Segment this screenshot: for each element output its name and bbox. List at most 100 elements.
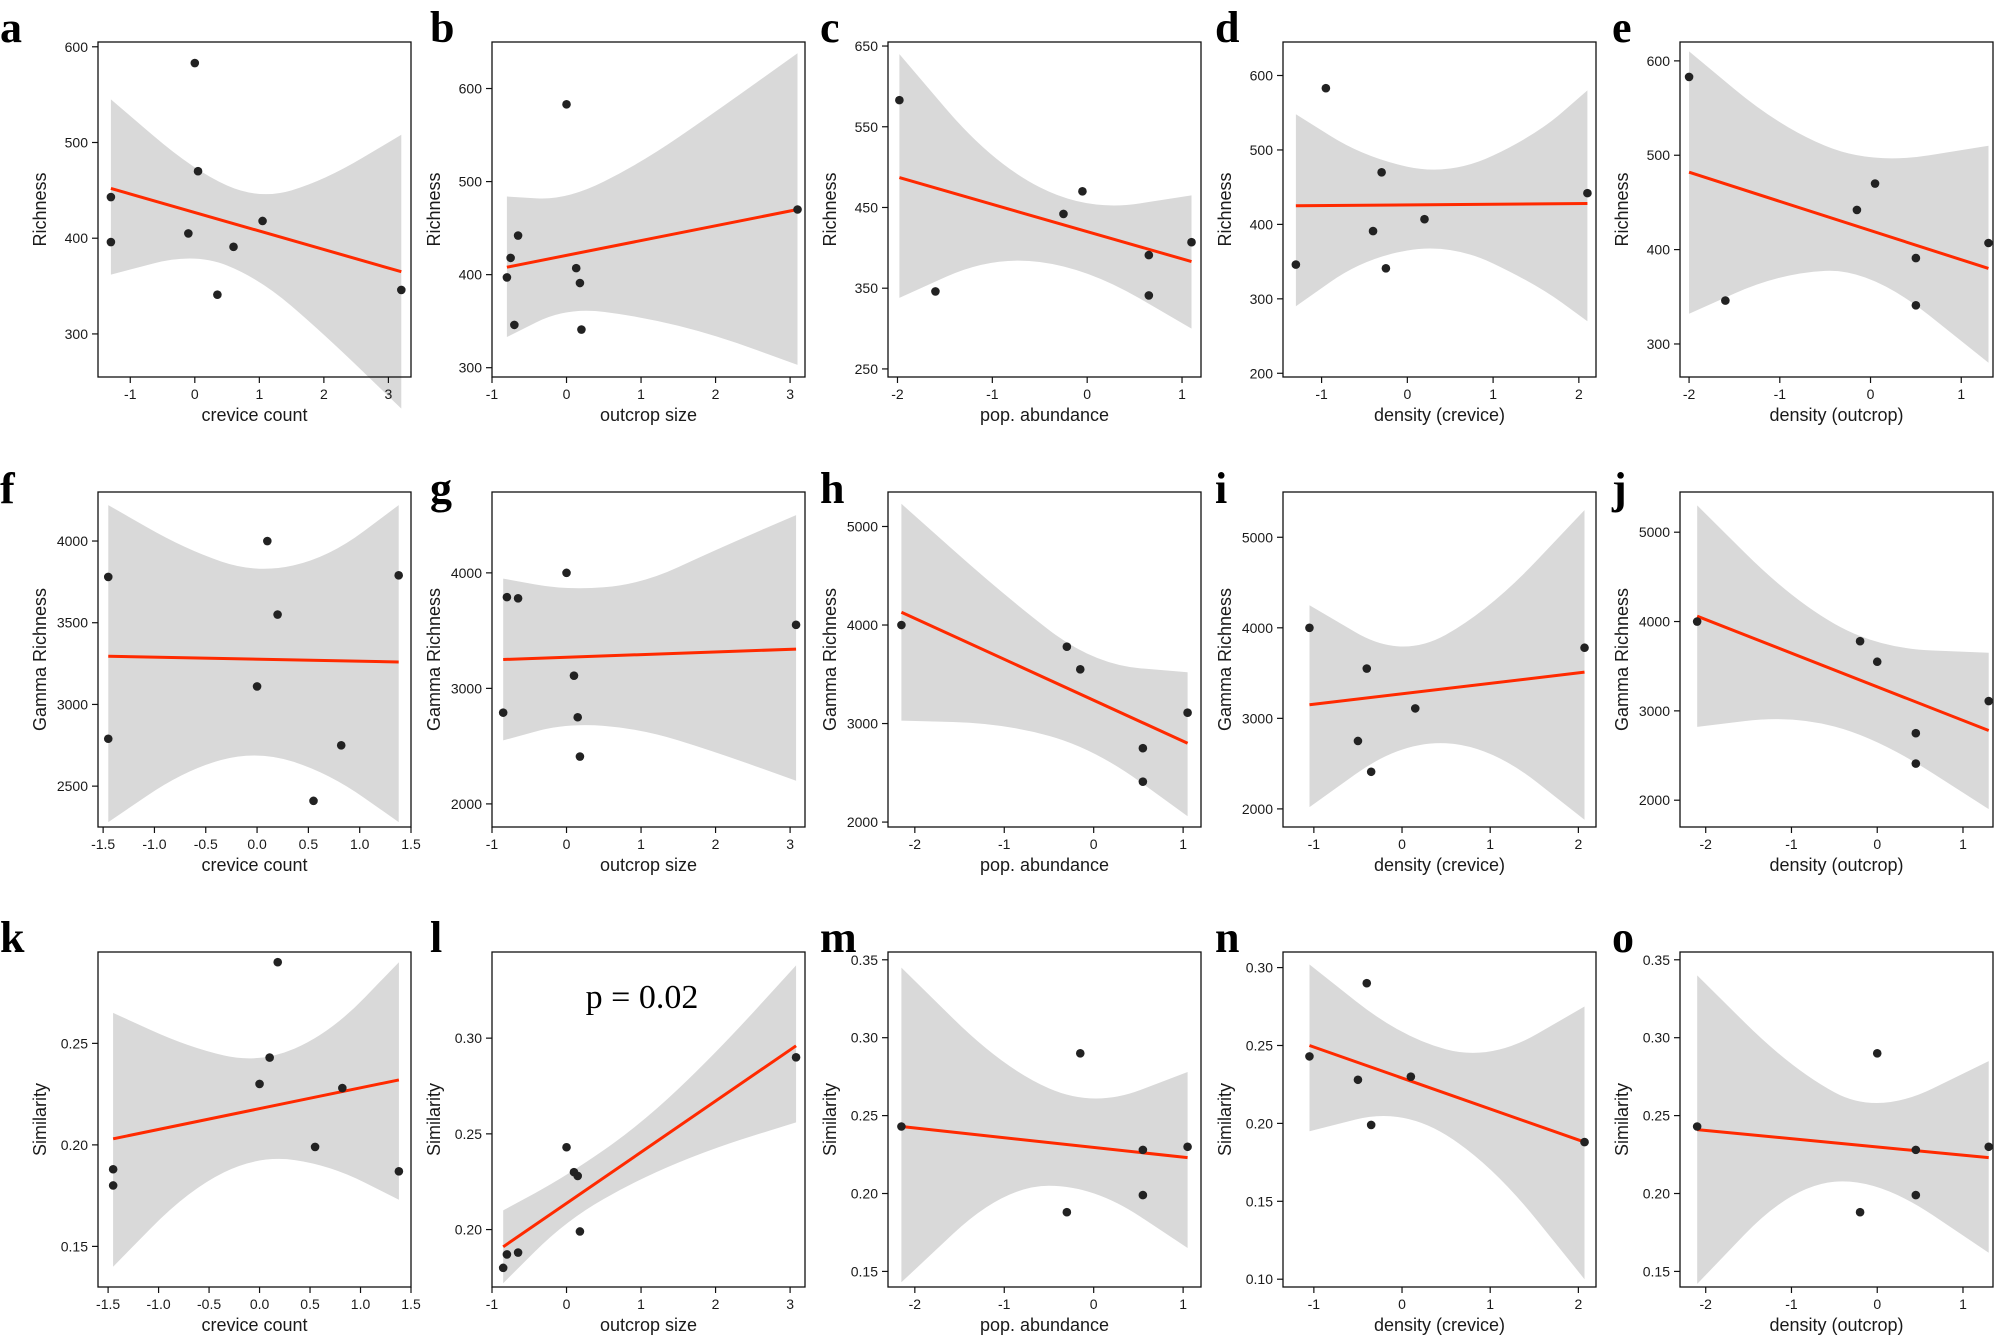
panel-b: -1 0 1 2 3 300 400 500 600 outcrop size Richness b: [424, 3, 806, 425]
x-tick-label: -1: [1308, 836, 1321, 852]
x-tick-label: -1: [998, 1296, 1011, 1312]
data-point: [1366, 1120, 1376, 1130]
x-tick-label: -1: [124, 386, 137, 402]
x-tick-label: 1: [1486, 836, 1494, 852]
data-point: [562, 568, 571, 578]
data-point: [252, 682, 262, 691]
data-point: [108, 1164, 118, 1174]
data-point: [1305, 1052, 1314, 1061]
data-point: [897, 620, 906, 630]
x-axis-label: density (outcrop): [1769, 1315, 1903, 1335]
x-tick-label: -1: [1315, 386, 1328, 402]
y-tick-label: 0.25: [1643, 1108, 1670, 1124]
y-tick-label: 300: [1647, 336, 1671, 352]
data-point: [1583, 188, 1592, 198]
x-tick-label: 1.5: [401, 1296, 421, 1312]
x-axis-label: crevice count: [201, 855, 307, 875]
x-tick-label: 0.0: [250, 1296, 270, 1312]
y-tick-label: 0.30: [455, 1030, 482, 1046]
regression-line: [503, 647, 797, 661]
data-point: [1144, 250, 1154, 260]
y-tick-label: 2500: [57, 778, 88, 794]
y-axis-label: Gamma Richness: [424, 588, 444, 731]
x-tick-label: -1: [1308, 1296, 1321, 1312]
data-point: [1872, 1048, 1882, 1058]
data-point: [1911, 1190, 1921, 1200]
y-tick-label: 0.20: [455, 1222, 482, 1238]
x-tick-label: -1.0: [147, 1296, 171, 1312]
data-point: [229, 242, 238, 252]
data-point: [1075, 1048, 1085, 1058]
data-point: [1855, 1207, 1865, 1217]
y-tick-label: 600: [65, 39, 89, 55]
y-tick-label: 4000: [57, 533, 88, 549]
y-tick-label: 0.10: [1246, 1271, 1273, 1287]
panel-k: -1.5 -1.0 -0.5 0.0 0.5 1.0 1.5 0.15 0.20 0.25 crev…: [0, 913, 421, 1335]
y-axis-label: Similarity: [1612, 1083, 1632, 1156]
regression-line: [898, 176, 1192, 264]
x-tick-label: -0.5: [194, 836, 218, 852]
x-tick-label: 1: [1178, 386, 1186, 402]
x-tick-label: 1: [637, 1296, 645, 1312]
panel-g: -1 0 1 2 3 2000 3000 4000 outcrop size Gamma Rich…: [424, 464, 806, 875]
x-axis-label: crevice count: [201, 405, 307, 425]
x-tick-label: -1.5: [91, 836, 115, 852]
x-tick-label: -2: [1699, 836, 1712, 852]
plot-frame: [1282, 491, 1597, 828]
y-tick-label: 500: [65, 135, 89, 151]
y-tick-label: 0.20: [61, 1137, 88, 1153]
y-tick-label: 250: [855, 361, 879, 377]
x-tick-label: 1: [1179, 1296, 1187, 1312]
confidence-band: [503, 965, 797, 1284]
y-tick-label: 2000: [847, 814, 878, 830]
x-tick-label: 0: [1873, 836, 1881, 852]
plot-frame: [491, 951, 806, 1288]
data-point: [106, 192, 116, 202]
x-axis-label: density (crevice): [1374, 1315, 1505, 1335]
data-point: [1984, 1142, 1994, 1152]
data-point: [793, 205, 802, 214]
data-point: [1362, 978, 1372, 988]
panel-i: -1 0 1 2 2000 3000 4000 5000 density (crevice) Ga…: [1215, 464, 1597, 875]
plot-frame: [887, 41, 1202, 378]
panel-letter: h: [820, 464, 844, 513]
y-tick-label: 0.25: [61, 1035, 88, 1051]
y-tick-label: 2000: [451, 796, 482, 812]
panel-c: -2 -1 0 1 250 350 450 550 650 pop. abundance Richn…: [820, 3, 1202, 425]
data-point: [506, 253, 515, 263]
x-tick-label: -2: [909, 836, 922, 852]
data-point: [562, 1142, 571, 1152]
x-tick-label: -1: [486, 836, 499, 852]
data-point: [1684, 72, 1694, 82]
regression-line: [900, 610, 1189, 745]
y-axis-label: Richness: [820, 172, 840, 246]
x-tick-label: 0: [563, 386, 571, 402]
data-point: [895, 95, 904, 105]
data-point: [1187, 237, 1196, 247]
y-tick-label: 4000: [1242, 620, 1273, 636]
y-axis-label: Richness: [424, 172, 444, 246]
y-tick-label: 650: [855, 38, 879, 54]
data-point: [1183, 1142, 1192, 1152]
data-point: [562, 100, 571, 109]
y-axis-label: Similarity: [820, 1083, 840, 1156]
y-axis-label: Gamma Richness: [1215, 588, 1235, 731]
x-tick-label: -1: [1785, 1296, 1798, 1312]
y-tick-label: 0.25: [1246, 1037, 1273, 1053]
x-tick-label: 0.5: [299, 836, 319, 852]
plot-frame: [97, 491, 412, 828]
x-tick-label: 1: [1959, 836, 1967, 852]
regression-line: [1697, 1128, 1989, 1160]
y-tick-label: 500: [459, 174, 483, 190]
panel-letter: e: [1612, 3, 1632, 52]
data-point: [336, 740, 346, 750]
data-point: [255, 1079, 264, 1089]
x-tick-label: 1: [1486, 1296, 1494, 1312]
data-point: [575, 752, 585, 761]
data-point: [273, 610, 282, 619]
panel-letter: c: [820, 3, 840, 52]
data-point: [1580, 1137, 1589, 1147]
x-tick-label: -2: [891, 386, 904, 402]
plot-frame: [491, 41, 806, 378]
y-tick-label: 300: [459, 360, 483, 376]
